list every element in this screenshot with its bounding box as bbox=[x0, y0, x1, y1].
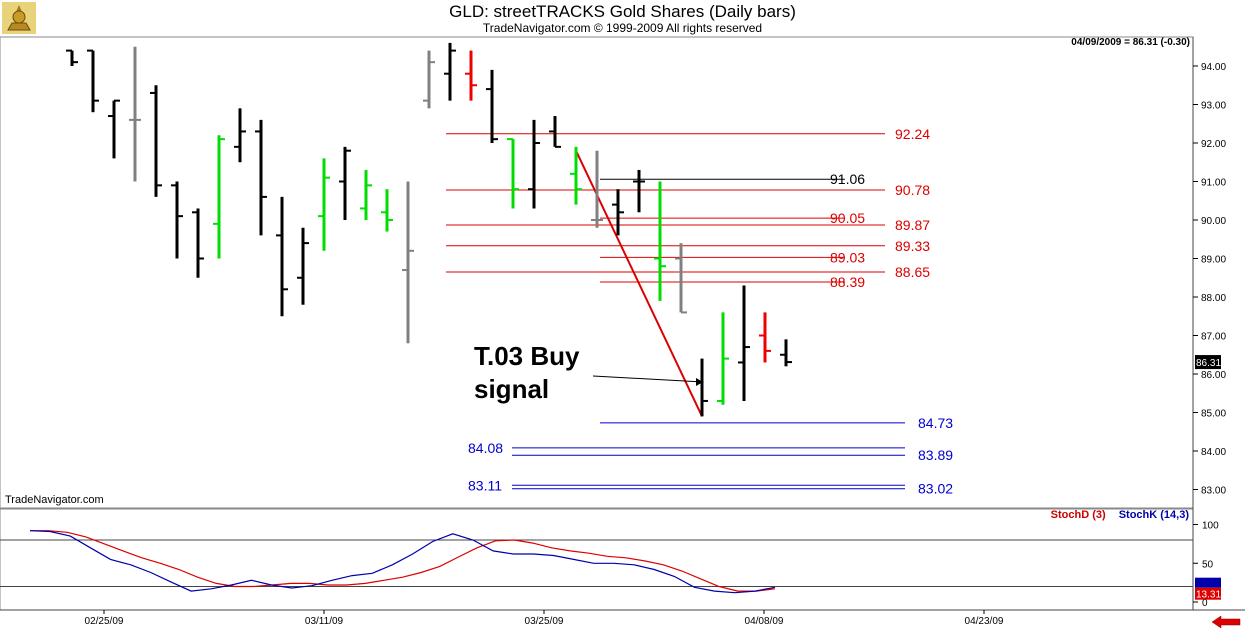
price-level-label: 83.89 bbox=[918, 447, 953, 463]
date-tick-label: 04/08/09 bbox=[745, 616, 784, 627]
trade-navigator-logo-icon bbox=[2, 2, 36, 34]
ohlc-bar bbox=[759, 312, 771, 363]
ohlc-bar bbox=[633, 169, 645, 213]
ohlc-bar bbox=[465, 50, 477, 101]
date-axis: 02/25/09 03/11/09 03/25/09 04/08/09 04/23/09 bbox=[85, 610, 1004, 627]
last-price-box bbox=[1195, 355, 1221, 370]
ohlc-bar bbox=[87, 49, 99, 113]
signal-arrow-line bbox=[592, 375, 704, 383]
signal-arrow-head bbox=[696, 378, 703, 386]
date-tick-label: 04/23/09 bbox=[965, 616, 1004, 627]
price-level-label: 89.03 bbox=[830, 249, 865, 265]
ohlc-bar bbox=[66, 49, 78, 66]
chart-title: GLD: streetTRACKS Gold Shares (Daily bar… bbox=[449, 2, 796, 21]
ohlc-bar bbox=[738, 285, 750, 401]
price-tick-label: 87.00 bbox=[1201, 332, 1226, 343]
stoch-legend: StochD (3) StochK (14,3) bbox=[1051, 509, 1189, 521]
price-bars bbox=[66, 42, 792, 417]
chart-frame bbox=[0, 36, 1245, 611]
price-levels: 92.24 91.06 90.78 90.05 89.87 89.33 89.03 88.65… bbox=[446, 126, 953, 497]
ohlc-bar bbox=[213, 135, 225, 259]
stoch-tick-label: 100 bbox=[1202, 521, 1219, 532]
ohlc-bar bbox=[171, 181, 183, 259]
stoch-last-label: 13.31 bbox=[1196, 590, 1221, 601]
ohlc-bar bbox=[339, 146, 351, 220]
price-level-label: 91.06 bbox=[830, 171, 865, 187]
stoch-d-legend: StochD (3) bbox=[1050, 509, 1106, 521]
ohlc-bar bbox=[612, 189, 624, 236]
price-level-label: 90.78 bbox=[895, 182, 930, 198]
ohlc-bar bbox=[444, 42, 456, 101]
ohlc-bar bbox=[549, 116, 561, 148]
ohlc-bar bbox=[402, 181, 414, 344]
ohlc-bar bbox=[780, 339, 792, 367]
price-level-label: 92.24 bbox=[895, 126, 930, 142]
copyright-subtitle: TradeNavigator.com © 1999-2009 All right… bbox=[482, 21, 763, 35]
price-level-label: 84.73 bbox=[918, 415, 953, 431]
ohlc-bar bbox=[528, 119, 540, 209]
ohlc-bar bbox=[486, 69, 498, 143]
last-price-label: 04/09/2009 = 86.31 (-0.30) bbox=[1071, 37, 1190, 48]
ohlc-bar bbox=[423, 50, 435, 109]
last-price-box-label: 86.31 bbox=[1196, 358, 1221, 369]
ohlc-bar bbox=[297, 227, 309, 305]
stoch-k-box bbox=[1195, 577, 1221, 588]
ohlc-bar bbox=[675, 243, 687, 314]
price-level-label: 88.65 bbox=[895, 264, 930, 280]
ohlc-bar bbox=[507, 138, 519, 209]
ohlc-bar bbox=[570, 146, 582, 205]
price-level-label: 83.11 bbox=[468, 477, 502, 493]
date-tick-label: 03/11/09 bbox=[305, 616, 344, 627]
price-panel bbox=[0, 36, 1194, 509]
ohlc-bar bbox=[150, 85, 162, 197]
ohlc-bar bbox=[591, 150, 603, 228]
price-level-label: 90.05 bbox=[830, 210, 865, 226]
ohlc-bar bbox=[717, 312, 729, 405]
price-tick-label: 89.00 bbox=[1201, 255, 1226, 266]
signal-arrow bbox=[592, 375, 704, 386]
date-tick-label: 02/25/09 bbox=[85, 616, 124, 627]
price-tick-label: 92.00 bbox=[1201, 139, 1226, 150]
ohlc-bar bbox=[381, 189, 393, 232]
stoch-series-line bbox=[29, 530, 776, 594]
scroll-left-arrow-icon[interactable] bbox=[1211, 615, 1241, 629]
price-tick-label: 83.00 bbox=[1201, 486, 1226, 497]
price-tick-label: 86.00 bbox=[1201, 370, 1226, 381]
ohlc-bar bbox=[129, 46, 141, 182]
ohlc-bar bbox=[318, 158, 330, 251]
ohlc-bar bbox=[234, 108, 246, 163]
ohlc-bar bbox=[654, 181, 666, 301]
date-tick-label: 03/25/09 bbox=[525, 616, 564, 627]
signal-line-1: T.03 Buy bbox=[474, 341, 580, 371]
price-axis: 83.00 84.00 85.00 86.00 87.00 88.00 89.00 90.00… bbox=[1193, 62, 1226, 497]
ohlc-bar bbox=[192, 208, 204, 278]
price-tick-label: 94.00 bbox=[1201, 62, 1226, 73]
price-level-label: 84.08 bbox=[468, 440, 503, 456]
price-tick-label: 84.00 bbox=[1201, 447, 1226, 458]
signal-line-2: signal bbox=[474, 374, 550, 404]
price-tick-label: 93.00 bbox=[1201, 101, 1226, 112]
stoch-tick-label: 50 bbox=[1202, 559, 1214, 570]
ohlc-bar bbox=[360, 169, 372, 220]
signal-annotation: T.03 Buy signal bbox=[474, 340, 580, 406]
price-level-label: 89.33 bbox=[895, 238, 930, 254]
price-level-label: 88.39 bbox=[830, 274, 865, 290]
brand-label: TradeNavigator.com bbox=[5, 494, 104, 506]
ohlc-bar bbox=[255, 119, 267, 236]
stochastic-panel: 0 50 100 13.31 bbox=[0, 521, 1221, 609]
stoch-k-legend: StochK (14,3) bbox=[1118, 509, 1189, 521]
price-tick-label: 85.00 bbox=[1201, 409, 1226, 420]
price-tick-label: 88.00 bbox=[1201, 293, 1226, 304]
price-tick-label: 90.00 bbox=[1201, 216, 1226, 227]
ohlc-bar bbox=[108, 99, 120, 159]
price-tick-label: 91.00 bbox=[1201, 178, 1226, 189]
price-level-label: 89.87 bbox=[895, 217, 930, 233]
stoch-last-box bbox=[1195, 587, 1221, 600]
stoch-series-line bbox=[30, 530, 776, 592]
stoch-tick-label: 0 bbox=[1202, 598, 1208, 609]
stoch-panel-frame bbox=[0, 508, 1194, 611]
price-level-label: 83.02 bbox=[918, 481, 953, 497]
ohlc-bar bbox=[276, 196, 288, 317]
